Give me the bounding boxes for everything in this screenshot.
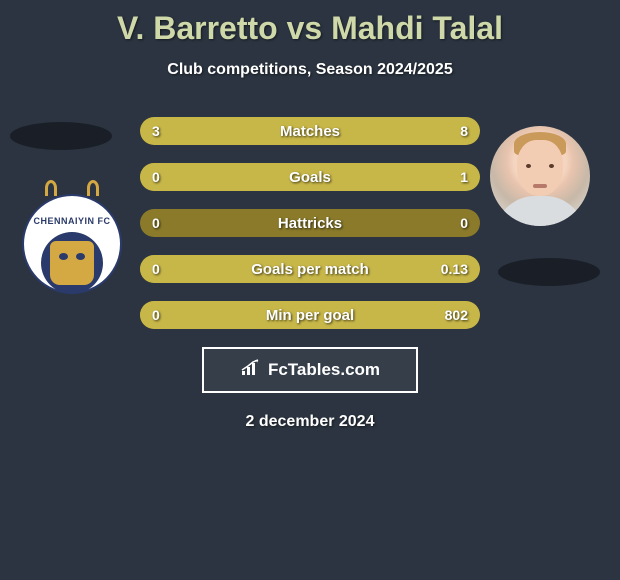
club-left-name: CHENNAIYIN FC — [24, 216, 120, 226]
player-left-shadow — [10, 122, 112, 150]
player-right-avatar — [490, 126, 590, 226]
page-title: V. Barretto vs Mahdi Talal — [0, 0, 620, 47]
stat-left-value: 3 — [152, 123, 160, 139]
stat-right-value: 8 — [460, 123, 468, 139]
stat-right-value: 802 — [445, 307, 468, 323]
stats-container: 3 Matches 8 0 Goals 1 0 Hattricks 0 0 Goals per ma… — [140, 117, 480, 329]
stat-row: 3 Matches 8 — [140, 117, 480, 145]
stat-row: 0 Goals per match 0.13 — [140, 255, 480, 283]
stat-right-value: 1 — [460, 169, 468, 185]
stat-left-value: 0 — [152, 169, 160, 185]
stat-row: 0 Hattricks 0 — [140, 209, 480, 237]
stat-right-value: 0 — [460, 215, 468, 231]
stat-left-value: 0 — [152, 215, 160, 231]
chart-icon — [240, 359, 262, 382]
stat-label: Goals per match — [251, 261, 369, 278]
stat-row: 0 Min per goal 802 — [140, 301, 480, 329]
club-left-logo: CHENNAIYIN FC — [22, 180, 122, 290]
stat-row: 0 Goals 1 — [140, 163, 480, 191]
stat-fill-right — [232, 117, 480, 145]
stat-label: Goals — [289, 169, 331, 186]
subtitle: Club competitions, Season 2024/2025 — [0, 61, 620, 79]
date-text: 2 december 2024 — [0, 413, 620, 431]
player-right-shadow — [498, 258, 600, 286]
stat-left-value: 0 — [152, 307, 160, 323]
brand-box[interactable]: FcTables.com — [202, 347, 418, 393]
stat-label: Hattricks — [278, 215, 342, 232]
stat-right-value: 0.13 — [441, 261, 468, 277]
stat-label: Matches — [280, 123, 340, 140]
brand-text: FcTables.com — [268, 360, 380, 380]
stat-left-value: 0 — [152, 261, 160, 277]
stat-label: Min per goal — [266, 307, 354, 324]
